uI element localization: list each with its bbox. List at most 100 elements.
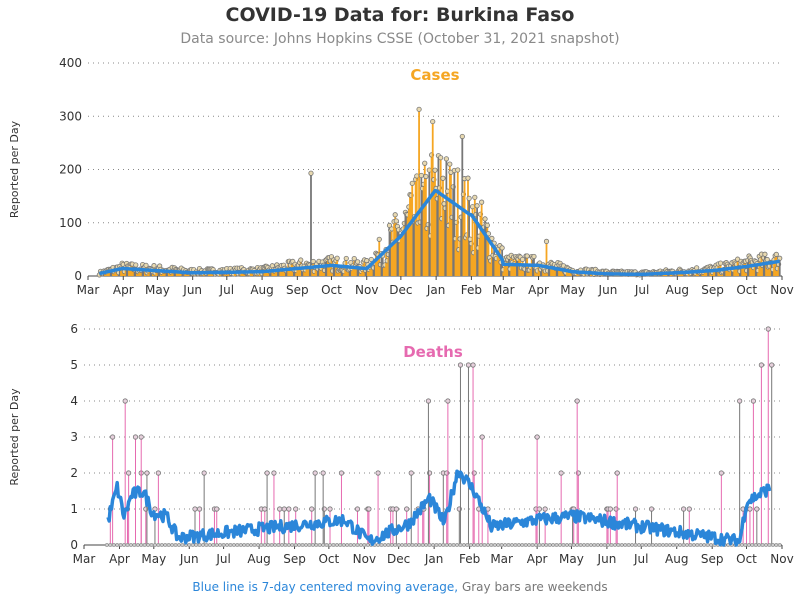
deaths-point: [536, 506, 543, 512]
deaths-zero-point: [125, 543, 130, 547]
deaths-zero-point: [389, 543, 394, 547]
deaths-zero-point: [709, 543, 713, 547]
cases-xtick-label: Sep: [701, 283, 724, 297]
cases-xtick-label: Jun: [598, 283, 618, 297]
cases-moving-average-line: [98, 189, 781, 277]
deaths-zero-point: [595, 543, 600, 547]
cases-xtick-label: Nov: [355, 283, 378, 297]
deaths-zero-point: [153, 543, 157, 547]
deaths-zero-point: [688, 543, 693, 547]
deaths-point: [737, 398, 743, 404]
deaths-zero-point: [465, 543, 470, 547]
deaths-zero-point: [486, 543, 490, 547]
cases-point: [423, 173, 429, 180]
deaths-zero-point: [328, 543, 332, 547]
deaths-point: [534, 434, 540, 440]
deaths-zero-point: [568, 543, 573, 547]
cases-xtick-label: Sep: [286, 283, 309, 297]
deaths-zero-point: [177, 543, 181, 547]
cases-point: [474, 203, 480, 209]
deaths-moving-average-line: [106, 469, 772, 547]
cases-point: [524, 253, 530, 259]
deaths-xtick-label: Sep: [701, 552, 724, 566]
deaths-xtick-label: Apr: [109, 552, 130, 566]
deaths-zero-point: [448, 543, 453, 547]
deaths-zero-point: [458, 543, 463, 547]
deaths-xtick-label: Apr: [527, 552, 548, 566]
deaths-zero-point: [139, 543, 144, 547]
deaths-zero-point: [547, 543, 552, 547]
deaths-zero-point: [400, 543, 405, 547]
deaths-zero-point: [602, 543, 607, 547]
deaths-xtick-label: Aug: [247, 552, 270, 566]
deaths-zero-point: [228, 543, 233, 547]
deaths-zero-point: [534, 543, 538, 547]
deaths-zero-point: [640, 543, 645, 547]
deaths-xtick-label: Jul: [633, 552, 648, 566]
deaths-zero-point: [554, 543, 559, 547]
deaths-zero-point: [492, 543, 497, 547]
deaths-zero-point: [571, 543, 576, 547]
cases-point: [479, 199, 485, 205]
deaths-zero-point: [520, 543, 525, 547]
deaths-zero-point: [750, 543, 755, 547]
deaths-zero-point: [451, 543, 456, 547]
deaths-zero-point: [180, 543, 185, 547]
deaths-zero-point: [444, 543, 449, 547]
cases-xtick-label: Jul: [219, 283, 234, 297]
cases-point: [499, 245, 505, 251]
deaths-zero-point: [135, 543, 140, 547]
deaths-point: [214, 506, 220, 512]
deaths-xtick-label: Sep: [283, 552, 306, 566]
deaths-point: [375, 470, 381, 476]
cases-point: [392, 212, 398, 218]
deaths-point: [445, 398, 451, 404]
deaths-zero-point: [633, 543, 638, 547]
cases-xtick-label: Oct: [321, 283, 342, 297]
deaths-zero-point: [434, 543, 439, 547]
deaths-zero-point: [365, 543, 370, 547]
deaths-zero-point: [685, 543, 689, 547]
deaths-zero-point: [510, 543, 514, 547]
deaths-zero-point: [516, 543, 521, 547]
deaths-zero-point: [173, 543, 178, 547]
cases-point: [298, 257, 304, 263]
chart-title: COVID-19 Data for: Burkina Faso: [225, 4, 575, 26]
deaths-zero-point: [661, 543, 665, 547]
deaths-zero-point: [513, 543, 518, 547]
deaths-xtick-label: Jan: [424, 552, 444, 566]
deaths-zero-point: [314, 543, 319, 547]
cases-xtick-label: May: [560, 283, 585, 297]
deaths-zero-point: [355, 543, 360, 547]
deaths-zero-point: [235, 543, 240, 547]
deaths-zero-point: [376, 543, 380, 547]
deaths-ytick-label: 0: [70, 538, 78, 552]
deaths-zero-point: [777, 543, 782, 547]
deaths-point: [132, 434, 139, 440]
deaths-zero-point: [396, 543, 401, 547]
deaths-zero-point: [637, 543, 641, 547]
deaths-zero-point: [204, 543, 209, 547]
cases-xtick-label: Nov: [770, 283, 793, 297]
deaths-zero-point: [317, 543, 322, 547]
deaths-zero-point: [619, 543, 624, 547]
deaths-zero-point: [753, 543, 758, 547]
deaths-zero-point: [262, 543, 267, 547]
deaths-zero-point: [482, 543, 487, 547]
deaths-point: [196, 506, 203, 512]
cases-point: [393, 218, 399, 224]
deaths-zero-point: [266, 543, 271, 547]
deaths-point: [542, 506, 548, 512]
deaths-zero-point: [159, 543, 164, 547]
deaths-zero-point: [671, 543, 676, 547]
cases-point: [310, 258, 316, 265]
deaths-zero-point: [647, 543, 652, 547]
deaths-xtick-label: Nov: [770, 552, 793, 566]
deaths-point: [366, 506, 372, 512]
cases-point: [472, 194, 478, 200]
deaths-zero-point: [214, 543, 219, 547]
deaths-panel: 0 1 2 3 4 5 6 Mar Apr May Jun Jul Aug Sep Oct Nov Dec Jan…: [8, 322, 794, 566]
cases-point: [777, 255, 783, 261]
deaths-zero-point: [290, 543, 295, 547]
deaths-point: [354, 506, 361, 512]
